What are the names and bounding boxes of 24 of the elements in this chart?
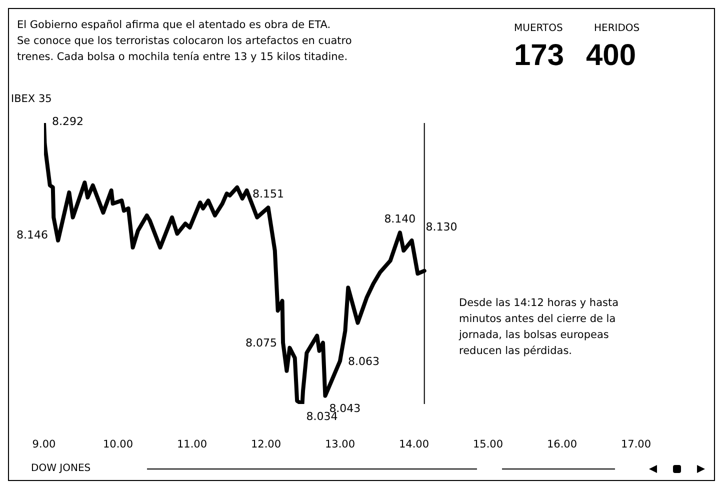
x-tick-label: 16.00: [546, 438, 578, 450]
text: DOW JONES: [31, 463, 91, 474]
annotation: 8.140: [384, 212, 416, 226]
x-tick-label: 13.00: [324, 438, 356, 450]
x-tick-label: 10.00: [102, 438, 134, 450]
annotation: 8.063: [348, 355, 380, 368]
x-tick-label: 9.00: [32, 438, 56, 450]
y-axis-title: IBEX 35: [11, 93, 52, 105]
annotation: 8.292: [52, 115, 84, 128]
text: 173: [514, 39, 564, 73]
x-tick-label: 15.00: [472, 438, 504, 450]
text: MUERTOS: [514, 23, 563, 34]
annotation: 8.130: [426, 220, 458, 234]
x-tick-label: 17.00: [620, 438, 652, 450]
chart-title: El Gobierno español afirma que el atentado es obra de ETA. Se conoce que los terroristas colocaron los artefactos en cuatro trenes. Cada bolsa o mochila tenía entre 13 y 15 kilos titadine.: [17, 18, 352, 65]
annotation: 8.151: [252, 188, 284, 201]
text: 400: [586, 39, 636, 73]
x-tick-label: 14.00: [398, 438, 430, 450]
text: HERIDOS: [594, 23, 640, 34]
x-tick-label: 12.00: [250, 438, 282, 450]
x-tick-label: 11.00: [176, 438, 208, 450]
annotation: Desde las 14:12 horas y hasta minutos antes del cierre de la jornada, las bolsas europeas reducen las pérdidas.: [459, 296, 620, 359]
annotation: 8.146: [16, 228, 48, 242]
annotation: 8.075: [246, 336, 278, 350]
